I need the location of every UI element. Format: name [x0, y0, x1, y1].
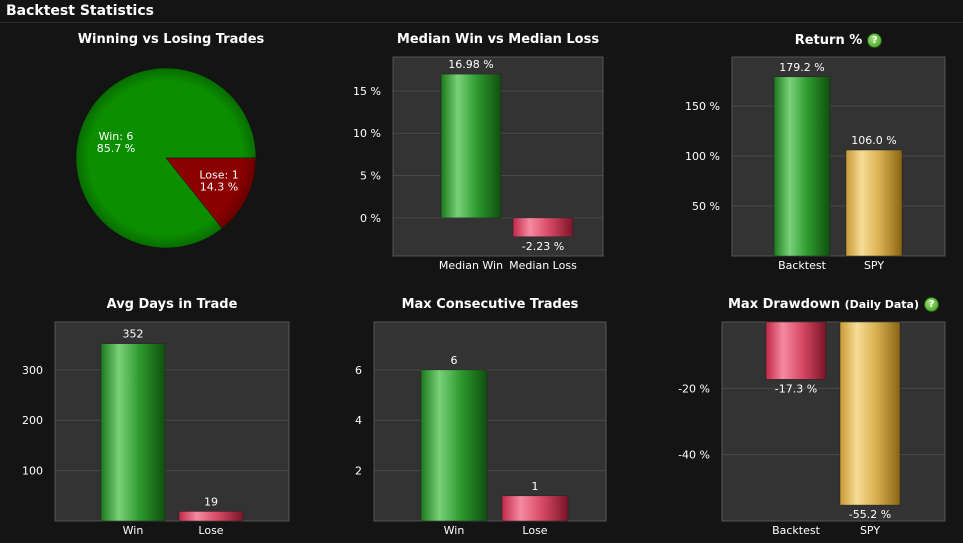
data-label: -55.2 % [849, 508, 891, 521]
chart-title-text: Avg Days in Trade [106, 297, 238, 312]
data-label: 19 [204, 495, 218, 508]
data-label: 179.2 % [779, 61, 824, 74]
y-tick-label: 2 [355, 465, 362, 478]
x-tick-label: SPY [860, 524, 880, 537]
plot-border [392, 56, 604, 257]
x-tick-label: SPY [864, 259, 884, 272]
y-tick-label: 100 [22, 465, 43, 478]
bar-lose [178, 511, 244, 522]
data-label: 352 [123, 328, 144, 341]
y-tick-label: 4 [355, 414, 362, 427]
bar-backtest [765, 321, 827, 380]
x-tick-label: Lose [522, 524, 547, 537]
data-label: 106.0 % [851, 134, 896, 147]
chart-title-text: Max Drawdown [727, 297, 841, 312]
plot-border [54, 321, 290, 522]
x-tick-label: Win [444, 524, 465, 537]
chart-winning-vs-losing: Win: 685.7 %Lose: 114.3 % [75, 67, 257, 249]
y-tick-label: -40 % [678, 449, 710, 462]
chart-title-avg-days: Avg Days in Trade [55, 297, 289, 312]
x-tick-label: Median Win [439, 259, 503, 272]
bar-spy [839, 321, 901, 506]
bar-win [100, 343, 166, 522]
plot-area [374, 322, 606, 521]
plot-border [731, 56, 946, 257]
plot-area [722, 322, 945, 521]
y-tick-label: 5 % [360, 170, 381, 183]
chart-title-text: Return % [794, 33, 863, 48]
chart-title-max-consecutive: Max Consecutive Trades [374, 297, 606, 312]
chart-title-winning-vs-losing: Winning vs Losing Trades [60, 32, 282, 47]
y-tick-label: 150 % [685, 100, 720, 113]
help-icon[interactable]: ? [867, 33, 883, 48]
chart-title-text: Max Consecutive Trades [401, 297, 579, 312]
chart-subtitle: (Daily Data) [844, 298, 920, 311]
data-label: -2.23 % [522, 240, 564, 253]
bar-backtest [773, 76, 831, 257]
bar-win [420, 369, 488, 522]
y-tick-label: 6 [355, 364, 362, 377]
chart-title-text: Median Win vs Median Loss [396, 32, 600, 47]
bar-lose [501, 495, 569, 522]
help-icon[interactable]: ? [924, 297, 940, 312]
y-tick-label: 100 % [685, 150, 720, 163]
chart-title-max-drawdown: Max Drawdown (Daily Data)? [722, 297, 945, 312]
x-tick-label: Median Loss [509, 259, 577, 272]
y-tick-label: 10 % [353, 127, 381, 140]
data-label: 1 [532, 480, 539, 493]
plot-area [55, 322, 289, 521]
y-tick-label: 200 [22, 414, 43, 427]
bar-median-win [440, 73, 502, 219]
y-tick-label: 50 % [692, 200, 720, 213]
x-tick-label: Backtest [772, 524, 821, 537]
y-tick-label: -20 % [678, 382, 710, 395]
bar-spy [845, 149, 903, 257]
plot-border [373, 321, 607, 522]
pie-shading [76, 68, 256, 248]
y-tick-label: 15 % [353, 85, 381, 98]
x-tick-label: Lose [198, 524, 223, 537]
x-tick-label: Backtest [778, 259, 827, 272]
data-label: 16.98 % [448, 58, 493, 71]
page-title: Backtest Statistics [6, 3, 154, 19]
y-tick-label: 0 % [360, 212, 381, 225]
y-tick-label: 300 [22, 364, 43, 377]
chart-title-median-win-loss: Median Win vs Median Loss [393, 32, 603, 47]
chart-title-text: Winning vs Losing Trades [77, 32, 265, 47]
data-label: -17.3 % [775, 382, 817, 395]
title-divider [0, 22, 963, 23]
x-tick-label: Win [123, 524, 144, 537]
plot-border [721, 321, 946, 522]
data-label: 6 [451, 354, 458, 367]
chart-title-return-pct: Return %? [732, 33, 945, 48]
bar-median-loss [512, 217, 574, 238]
